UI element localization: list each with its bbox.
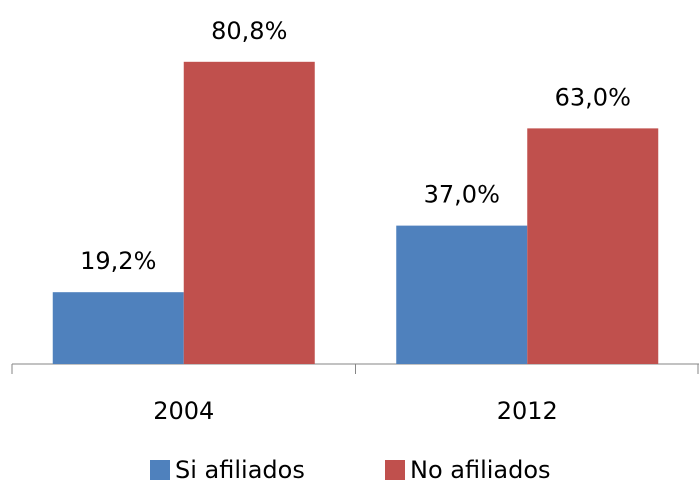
bar	[527, 128, 659, 364]
x-tick-label: 2004	[153, 397, 214, 425]
legend-swatch	[150, 460, 170, 480]
value-label: 37,0%	[424, 181, 500, 209]
legend-label: Si afiliados	[175, 456, 305, 484]
value-label: 63,0%	[555, 83, 631, 111]
legend-swatch	[385, 460, 405, 480]
bar	[396, 225, 528, 364]
value-label: 80,8%	[211, 17, 287, 45]
bar	[52, 292, 184, 364]
legend-label: No afiliados	[410, 456, 551, 484]
value-label: 19,2%	[80, 247, 156, 275]
bar	[183, 61, 315, 365]
x-tick-label: 2012	[497, 397, 558, 425]
